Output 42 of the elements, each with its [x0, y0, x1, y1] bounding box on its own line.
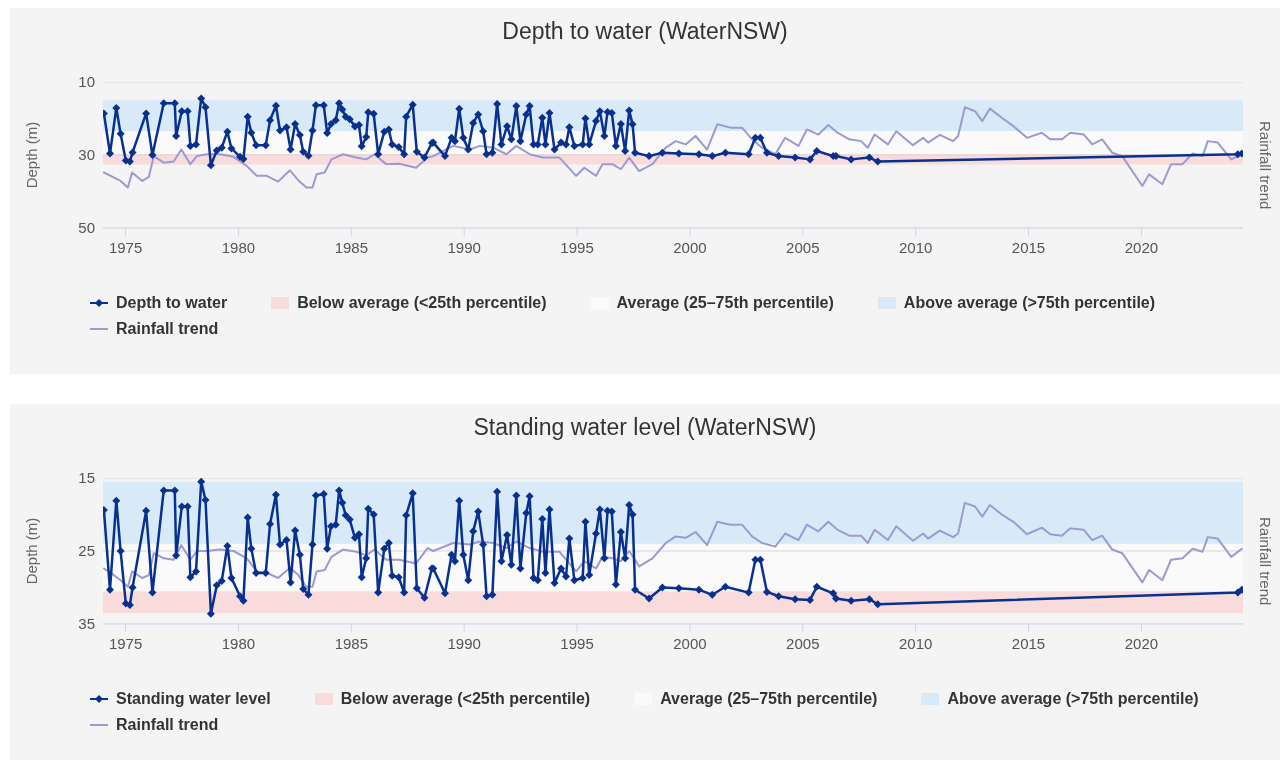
y-tick-label: 25	[78, 542, 95, 560]
x-tick-label: 2015	[1011, 634, 1046, 652]
chart-title: Standing water level (WaterNSW)	[472, 414, 818, 441]
x-tick-label: 2020	[1124, 238, 1159, 256]
x-tick-label: 2005	[786, 634, 820, 652]
y-axis-title: Depth (m)	[23, 517, 41, 585]
y-tick-label: 30	[78, 146, 95, 164]
x-tick-label: 1990	[447, 634, 481, 652]
legend-label: Average (25–75th percentile)	[616, 294, 834, 312]
y-tick-label: 15	[78, 469, 95, 487]
x-tick-label: 1975	[108, 634, 143, 652]
y-axis-title: Depth (m)	[23, 121, 41, 189]
x-tick-label: 1980	[221, 634, 256, 652]
x-tick-label: 1995	[560, 634, 594, 652]
x-tick-label: 2005	[786, 238, 820, 256]
y2-axis-title: Rainfall trend	[1257, 119, 1274, 212]
x-tick-label: 1990	[447, 238, 481, 256]
x-tick-label: 2000	[673, 634, 707, 652]
legend-label: Rainfall trend	[116, 716, 219, 734]
legend-label: Average (25–75th percentile)	[660, 690, 878, 708]
x-tick-label: 2010	[898, 634, 933, 652]
x-tick-label: 1975	[108, 238, 143, 256]
legend-label: Below average (<25th percentile)	[297, 294, 547, 312]
legend-label: Depth to water	[116, 294, 228, 312]
legend-label: Standing water level	[116, 690, 271, 708]
x-tick-label: 2010	[898, 238, 933, 256]
legend-label: Rainfall trend	[116, 320, 219, 338]
y2-axis-title: Rainfall trend	[1257, 515, 1274, 608]
chart-title: Depth to water (WaterNSW)	[501, 18, 789, 45]
x-tick-label: 1995	[560, 238, 594, 256]
x-tick-label: 2000	[673, 238, 707, 256]
legend-label: Below average (<25th percentile)	[340, 690, 591, 708]
legend-label: Above average (>75th percentile)	[903, 294, 1156, 312]
legend-label: Above average (>75th percentile)	[947, 690, 1199, 708]
x-tick-label: 2020	[1124, 634, 1159, 652]
x-tick-label: 1985	[334, 238, 368, 256]
y-tick-label: 35	[78, 615, 95, 633]
x-tick-label: 1980	[221, 238, 256, 256]
y-tick-label: 50	[78, 219, 95, 237]
x-tick-label: 1985	[334, 634, 368, 652]
x-tick-label: 2015	[1011, 238, 1046, 256]
y-tick-label: 10	[78, 73, 95, 91]
